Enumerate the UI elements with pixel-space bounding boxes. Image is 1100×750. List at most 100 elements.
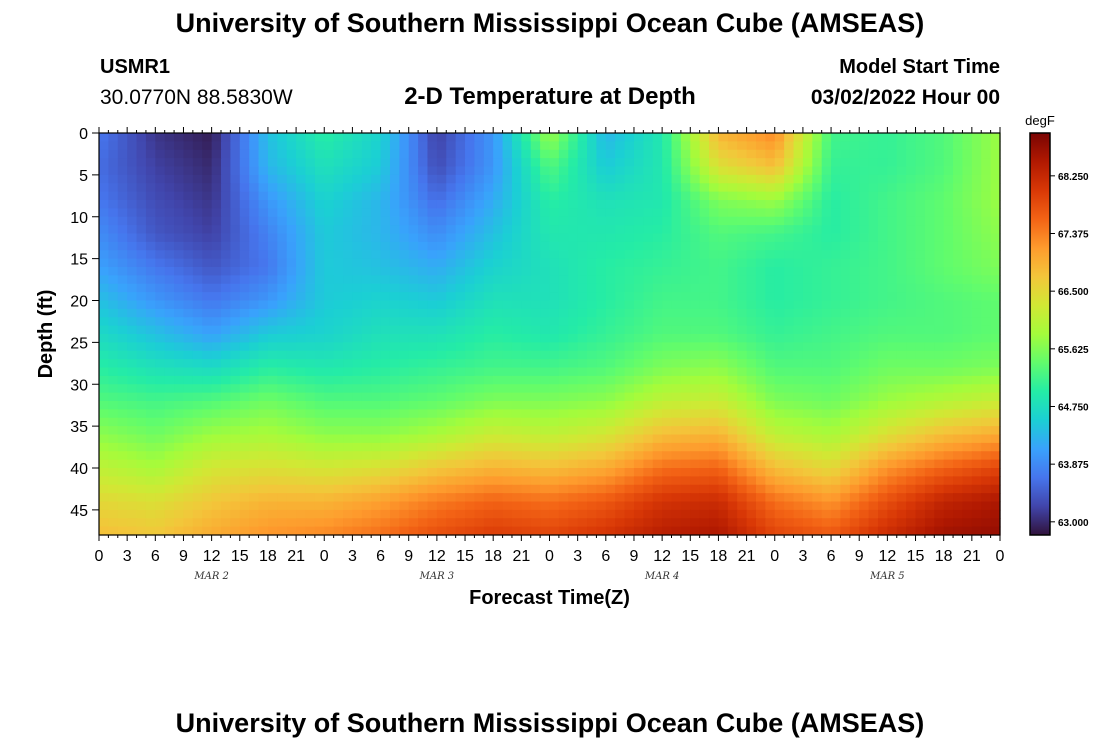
heatmap-cell	[511, 392, 522, 402]
heatmap-cell	[680, 241, 691, 251]
heatmap-cell	[108, 250, 119, 260]
heatmap-cell	[530, 225, 541, 235]
heatmap-cell	[145, 216, 156, 226]
heatmap-cell	[868, 250, 879, 260]
heatmap-cell	[446, 493, 457, 503]
heatmap-cell	[305, 200, 316, 209]
heatmap-cell	[108, 518, 119, 528]
heatmap-cell	[249, 350, 260, 360]
heatmap-cell	[765, 225, 776, 235]
heatmap-cell	[840, 216, 851, 226]
heatmap-cell	[427, 233, 438, 243]
heatmap-cell	[849, 334, 860, 343]
heatmap-cell	[577, 149, 588, 159]
heatmap-cell	[746, 275, 757, 285]
heatmap-cell	[596, 426, 607, 436]
heatmap-cell	[314, 459, 325, 469]
heatmap-cell	[849, 459, 860, 469]
heatmap-cell	[427, 133, 438, 142]
heatmap-cell	[765, 275, 776, 285]
heatmap-cell	[906, 183, 917, 193]
heatmap-cell	[577, 459, 588, 469]
heatmap-cell	[737, 275, 748, 285]
heatmap-cell	[774, 233, 785, 243]
heatmap-cell	[990, 451, 1001, 461]
heatmap-cell	[455, 258, 466, 268]
heatmap-cell	[502, 191, 513, 201]
heatmap-cell	[389, 275, 400, 285]
heatmap-cell	[924, 392, 935, 402]
heatmap-cell	[540, 250, 551, 260]
heatmap-cell	[906, 501, 917, 511]
heatmap-cell	[221, 183, 231, 193]
heatmap-cell	[577, 442, 588, 452]
heatmap-cell	[896, 174, 907, 184]
heatmap-cell	[896, 417, 907, 427]
heatmap-cell	[765, 434, 776, 444]
heatmap-cell	[652, 191, 663, 201]
heatmap-cell	[671, 233, 682, 243]
heatmap-cell	[493, 417, 504, 427]
heatmap-cell	[981, 166, 992, 176]
heatmap-cell	[530, 166, 541, 176]
heatmap-cell	[990, 267, 1001, 276]
heatmap-cell	[164, 493, 175, 503]
heatmap-cell	[981, 241, 992, 251]
heatmap-cell	[155, 267, 166, 276]
heatmap-cell	[361, 334, 372, 343]
heatmap-cell	[117, 384, 128, 394]
heatmap-cell	[511, 225, 522, 235]
heatmap-cell	[511, 275, 522, 285]
heatmap-cell	[849, 267, 860, 276]
heatmap-cell	[164, 233, 175, 243]
heatmap-cell	[877, 501, 888, 511]
heatmap-cell	[343, 191, 354, 201]
heatmap-cell	[821, 258, 832, 268]
heatmap-cell	[296, 325, 307, 335]
heatmap-cell	[455, 509, 466, 519]
heatmap-cell	[709, 476, 720, 486]
heatmap-cell	[361, 442, 372, 452]
heatmap-cell	[577, 409, 588, 419]
heatmap-cell	[765, 241, 776, 251]
heatmap-cell	[286, 283, 297, 293]
heatmap-cell	[896, 493, 907, 503]
heatmap-cell	[511, 141, 522, 151]
heatmap-cell	[549, 183, 560, 193]
heatmap-cell	[174, 300, 185, 310]
heatmap-cell	[615, 359, 626, 369]
heatmap-cell	[108, 133, 119, 142]
heatmap-cell	[267, 250, 278, 260]
heatmap-cell	[793, 325, 804, 335]
heatmap-cell	[924, 158, 935, 168]
heatmap-cell	[540, 283, 551, 293]
heatmap-cell	[155, 233, 166, 243]
heatmap-cell	[333, 149, 344, 159]
heatmap-cell	[605, 426, 616, 436]
heatmap-cell	[934, 442, 945, 452]
heatmap-cell	[680, 401, 691, 410]
heatmap-cell	[615, 442, 626, 452]
heatmap-cell	[624, 342, 635, 352]
heatmap-cell	[465, 334, 476, 343]
heatmap-cell	[493, 409, 504, 419]
heatmap-cell	[530, 392, 541, 402]
heatmap-cell	[174, 191, 185, 201]
heatmap-cell	[643, 216, 654, 226]
heatmap-cell	[784, 166, 795, 176]
heatmap-cell	[709, 409, 720, 419]
heatmap-cell	[267, 468, 278, 477]
heatmap-cell	[709, 350, 720, 360]
heatmap-cell	[633, 375, 644, 385]
heatmap-cell	[802, 250, 813, 260]
heatmap-cell	[821, 208, 832, 218]
heatmap-cell	[483, 367, 494, 377]
heatmap-cell	[924, 250, 935, 260]
heatmap-cell	[221, 526, 231, 536]
heatmap-cell	[465, 392, 476, 402]
heatmap-cell	[324, 493, 335, 503]
heatmap-cell	[680, 292, 691, 302]
heatmap-cell	[652, 476, 663, 486]
heatmap-cell	[465, 375, 476, 385]
heatmap-cell	[793, 216, 804, 226]
